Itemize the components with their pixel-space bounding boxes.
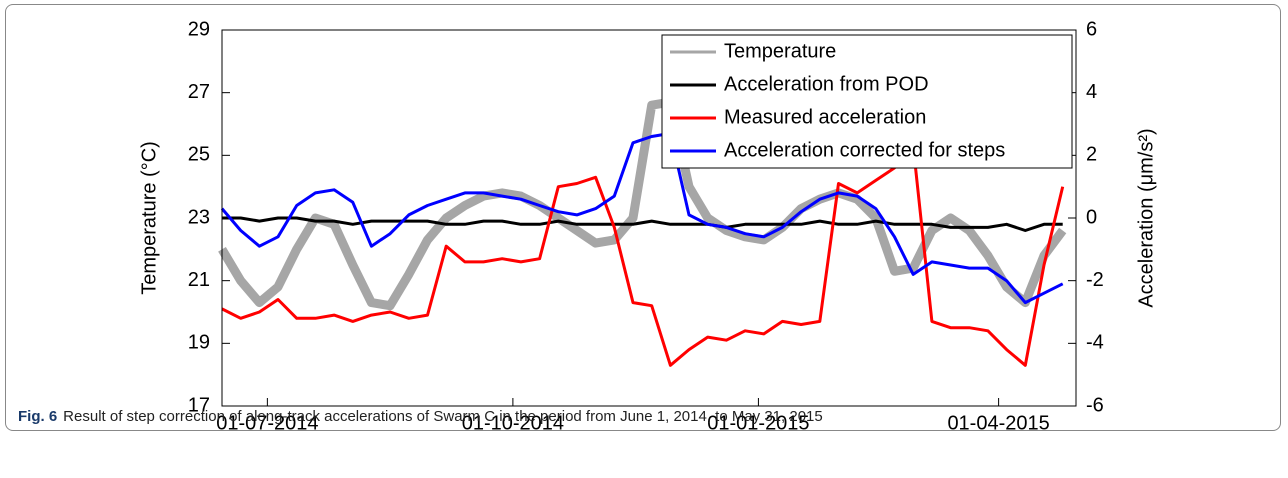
caption: Fig. 6 Result of step correction of along…	[18, 408, 823, 425]
series-line	[218, 97, 1067, 311]
x-tick-label: 01-04-2015	[947, 412, 1049, 434]
plot-frame	[221, 29, 1077, 407]
legend-label: Temperature	[724, 40, 836, 62]
legend-label: Measured acceleration	[724, 106, 926, 128]
y-tick-label: 19	[188, 332, 210, 354]
y2-tick-label: -2	[1086, 269, 1104, 291]
y-axis-title: Temperature (°C)	[138, 141, 160, 295]
y-tick-label: 17	[188, 394, 210, 416]
y2-tick-label: 0	[1086, 206, 1097, 228]
y2-tick-label: -4	[1086, 332, 1104, 354]
series-line	[220, 131, 1064, 305]
y-tick-label: 21	[188, 269, 210, 291]
y2-tick-label: 6	[1086, 18, 1097, 40]
legend-box	[661, 34, 1073, 169]
caption-text: Result of step correction of along-track…	[63, 408, 823, 425]
y2-tick-label: -6	[1086, 394, 1104, 416]
y2-tick-label: 4	[1086, 81, 1097, 103]
legend-label: Acceleration corrected for steps	[724, 139, 1005, 161]
y-tick-label: 25	[188, 144, 210, 166]
legend-label: Acceleration from POD	[724, 73, 929, 95]
y2-tick-label: 2	[1086, 144, 1097, 166]
x-tick-label: 01-07-2014	[216, 412, 318, 434]
y-tick-label: 29	[188, 18, 210, 40]
figure-frame	[5, 4, 1281, 431]
y2-axis-title: Acceleration (μm/s²)	[1135, 128, 1157, 307]
y-tick-label: 27	[188, 81, 210, 103]
y-tick-label: 23	[188, 206, 210, 228]
x-tick-label: 01-10-2014	[462, 412, 564, 434]
x-tick-label: 01-01-2015	[707, 412, 809, 434]
caption-label: Fig. 6	[18, 408, 58, 425]
series-line	[221, 144, 1065, 367]
